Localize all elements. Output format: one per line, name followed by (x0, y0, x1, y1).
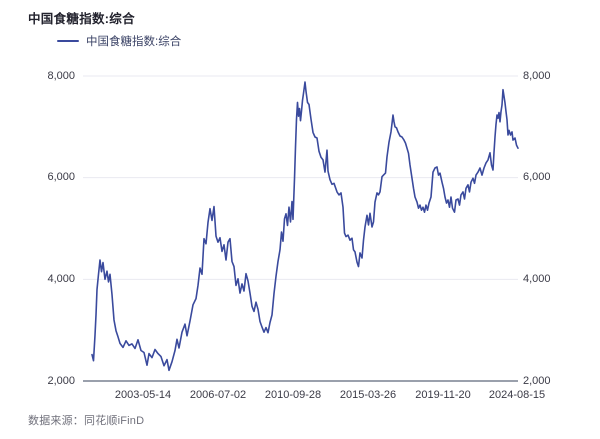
y-tick-label-right: 4,000 (523, 272, 551, 285)
x-tick-label: 2019-11-20 (415, 389, 471, 401)
y-tick-label-right: 2,000 (523, 374, 551, 387)
x-tick-label: 2015-03-26 (339, 389, 397, 401)
x-tick-label: 2010-09-28 (264, 389, 322, 401)
y-tick-label-left: 2,000 (47, 374, 75, 387)
legend-label: 中国食糖指数:综合 (86, 36, 182, 48)
x-tick-label: 2003-05-14 (114, 389, 172, 401)
series-line (91, 81, 519, 372)
chart-title: 中国食糖指数:综合 (28, 12, 135, 26)
legend-line-marker (57, 39, 79, 43)
legend-item[interactable]: 中国食糖指数:综合 (57, 33, 181, 49)
x-tick-label: 2006-07-02 (189, 389, 247, 401)
y-tick-label-right: 6,000 (523, 171, 551, 184)
y-tick-label-left: 4,000 (47, 272, 75, 285)
y-tick-label-left: 6,000 (47, 171, 75, 184)
y-tick-label-right: 8,000 (523, 69, 551, 82)
data-source-label: 数据来源：同花顺iFinD (28, 415, 145, 427)
y-tick-label-left: 8,000 (47, 69, 75, 82)
x-tick-label: 2024-08-15 (488, 389, 546, 401)
